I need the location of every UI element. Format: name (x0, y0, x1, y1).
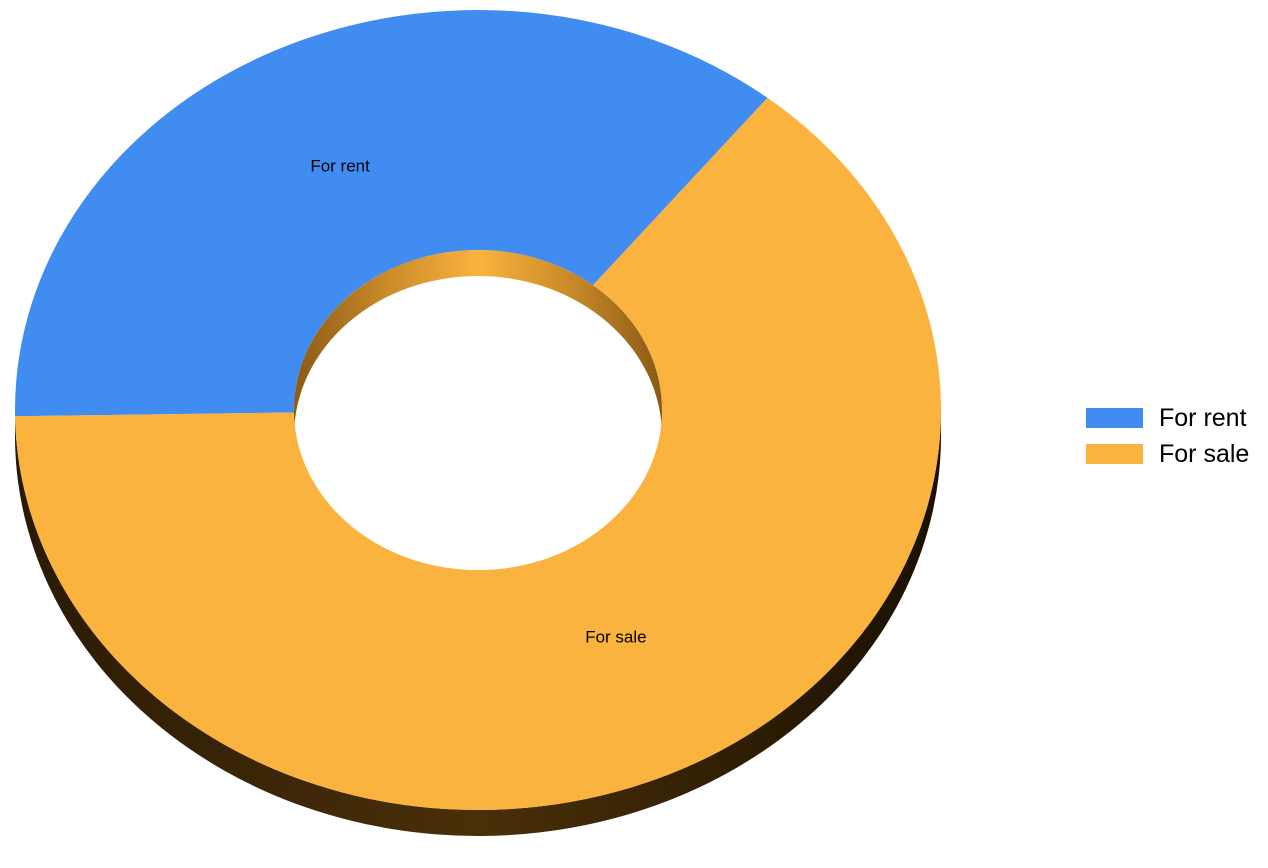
donut-hole (294, 250, 662, 616)
chart-legend: For rent For sale (1086, 400, 1249, 472)
legend-label: For sale (1159, 439, 1250, 468)
hole-opening (295, 278, 661, 594)
donut-top-faces (14, 9, 941, 810)
legend-swatch-for-sale (1086, 444, 1143, 464)
donut-side-walls (15, 410, 941, 836)
legend-label: For rent (1159, 403, 1247, 432)
slice-label-for-rent: For rent (310, 157, 370, 176)
legend-item-for-rent: For rent (1086, 400, 1249, 436)
legend-item-for-sale: For sale (1086, 436, 1249, 472)
legend-swatch-for-rent (1086, 408, 1143, 428)
hole-inner-wall (294, 250, 662, 436)
slice-label-for-sale: For sale (585, 627, 646, 646)
slice-for-rent (14, 9, 768, 417)
slice-labels: For rent For sale (310, 157, 646, 647)
slice-for-sale (15, 97, 941, 810)
